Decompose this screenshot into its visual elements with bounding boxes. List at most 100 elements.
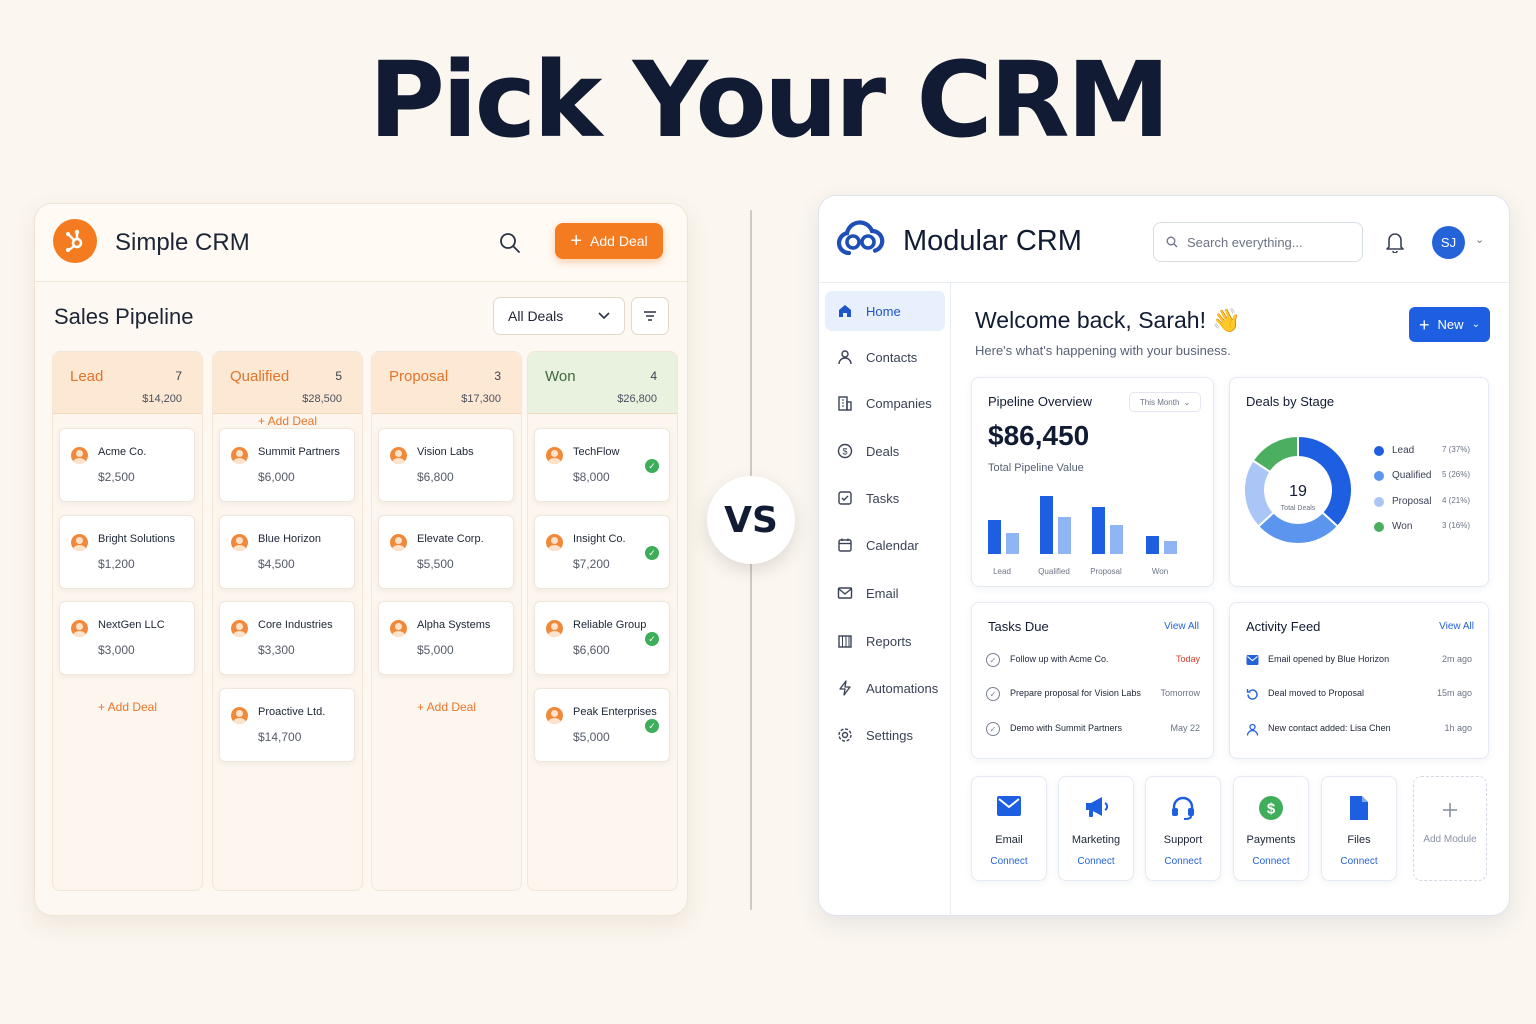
pipeline-total-value: $86,450 [988,420,1090,451]
add-deal-button[interactable]: + Add Deal [555,223,663,259]
task-row[interactable]: ✓ Follow up with Acme Co. Today [986,652,1200,670]
search-icon[interactable] [498,231,522,255]
sidebar-item-reports[interactable]: Reports [825,621,945,661]
activity-text: New contact added: Lisa Chen [1268,723,1391,733]
column-total: $26,800 [617,393,657,405]
sidebar-item-contacts[interactable]: Contacts [825,337,945,377]
deal-name: TechFlow [573,446,620,458]
deals-filter-dropdown[interactable]: All Deals [493,297,625,335]
deal-value: $2,500 [98,470,135,484]
legend-value: 3 (16%) [1442,521,1471,530]
pipeline-column-lead: Lead 7 $14,200 Acme Co. $2,500 Bright Solutio… [52,351,203,891]
check-circle-icon: ✓ [645,632,659,646]
module-support[interactable]: Support Connect [1145,776,1221,881]
deal-card[interactable]: Elevate Corp. $5,500 [378,515,514,589]
deal-card[interactable]: Vision Labs $6,800 [378,428,514,502]
legend-item-proposal: Proposal 4 (21%) [1374,495,1484,509]
module-connect-link[interactable]: Connect [1164,856,1202,867]
svg-text:$: $ [1267,801,1276,818]
add-deal-link[interactable]: + Add Deal [97,700,158,714]
legend-dot [1374,446,1384,456]
module-connect-link[interactable]: Connect [990,856,1028,867]
chevron-down-icon: ⌄ [1183,397,1191,407]
module-connect-link[interactable]: Connect [1077,856,1115,867]
pipeline-overview-card: Pipeline Overview This Month ⌄ $86,450 To… [971,377,1214,587]
sidebar-item-calendar[interactable]: Calendar [825,525,945,565]
module-connect-link[interactable]: Connect [1340,856,1378,867]
activity-view-all-link[interactable]: View All [1439,621,1474,632]
filter-options-button[interactable] [631,297,669,335]
new-button-label: New [1437,317,1464,332]
deal-card[interactable]: Blue Horizon $4,500 [219,515,355,589]
avatar-icon [390,620,407,637]
sidebar-item-tasks[interactable]: Tasks [825,478,945,518]
sidebar-item-settings[interactable]: Settings [825,715,945,755]
deal-card[interactable]: TechFlow $8,000 ✓ [534,428,670,502]
deal-card[interactable]: Insight Co. $7,200 ✓ [534,515,670,589]
deal-card[interactable]: Bright Solutions $1,200 [59,515,195,589]
deal-card[interactable]: NextGen LLC $3,000 [59,601,195,675]
bar-qualified-1 [1040,496,1053,554]
module-name: Marketing [1071,834,1121,846]
sidebar-item-companies[interactable]: Companies [825,383,945,423]
legend-label: Lead [1392,445,1415,456]
tasks-title: Tasks Due [988,619,1049,634]
avatar-icon [546,447,563,464]
check-circle-icon[interactable]: ✓ [986,722,1000,736]
deal-card[interactable]: Reliable Group $6,600 ✓ [534,601,670,675]
donut-slice-won [1251,434,1299,474]
module-name: Payments [1246,834,1296,846]
deal-card[interactable]: Peak Enterprises $5,000 ✓ [534,688,670,762]
task-row[interactable]: ✓ Demo with Summit Partners May 22 [986,721,1200,739]
period-dropdown[interactable]: This Month ⌄ [1129,392,1201,412]
search-input[interactable]: Search everything... [1153,222,1363,262]
sidebar-item-deals[interactable]: $ Deals [825,431,945,471]
building-icon [836,394,854,412]
file-icon [1322,795,1396,821]
sidebar-item-email[interactable]: Email [825,573,945,613]
activity-title: Activity Feed [1246,619,1321,634]
sidebar-item-label: Contacts [866,349,918,365]
sidebar-item-home[interactable]: Home [825,291,945,331]
deal-card[interactable]: Summit Partners $6,000 [219,428,355,502]
check-circle-icon[interactable]: ✓ [986,653,1000,667]
pipeline-column-qualified: Qualified 5 $28,500 Summit Partners $6,000 Bl… [212,351,363,891]
module-payments[interactable]: $ Payments Connect [1233,776,1309,881]
new-button[interactable]: + New ⌄ [1409,307,1490,342]
check-circle-icon[interactable]: ✓ [986,687,1000,701]
deal-card[interactable]: Acme Co. $2,500 [59,428,195,502]
deal-name: Summit Partners [258,446,340,458]
deal-card[interactable]: Proactive Ltd. $14,700 [219,688,355,762]
add-deal-link[interactable]: + Add Deal [416,700,477,714]
legend-label: Won [1392,521,1413,532]
sidebar-item-label: Calendar [866,537,919,553]
module-files[interactable]: Files Connect [1321,776,1397,881]
module-email[interactable]: Email Connect [971,776,1047,881]
bar-won-2 [1164,541,1177,554]
module-connect-link[interactable]: Connect [1252,856,1290,867]
add-deal-link[interactable]: + Add Deal [257,414,318,428]
deal-card[interactable]: Alpha Systems $5,000 [378,601,514,675]
deal-card[interactable]: Core Industries $3,300 [219,601,355,675]
task-row[interactable]: ✓ Prepare proposal for Vision Labs Tomorro… [986,686,1200,704]
dollar-icon: $ [836,442,854,460]
module-marketing[interactable]: Marketing Connect [1058,776,1134,881]
home-icon [836,302,854,320]
sidebar-item-label: Automations [866,680,939,696]
period-value: This Month [1139,397,1180,407]
deals-by-stage-card: Deals by Stage 19 Total Deals Lead 7 (37%)… [1229,377,1489,587]
avatar-icon [546,620,563,637]
column-count: 5 [335,369,342,383]
column-count: 3 [494,369,501,383]
user-avatar[interactable]: SJ [1432,226,1465,259]
module-add-module[interactable]: Add Module [1413,776,1487,881]
sidebar-item-automations[interactable]: Automations [825,668,945,708]
mail-icon [836,584,854,602]
activity-text: Deal moved to Proposal [1268,688,1365,698]
chevron-down-icon[interactable]: ⌄ [1475,234,1485,246]
modular-crm-panel: Modular CRM Search everything... SJ ⌄ Ho… [818,195,1510,916]
deal-name: Bright Solutions [98,533,176,545]
tasks-view-all-link[interactable]: View All [1164,621,1199,632]
bell-icon[interactable] [1385,231,1405,258]
activity-row: Email opened by Blue Horizon 2m ago [1244,652,1472,670]
